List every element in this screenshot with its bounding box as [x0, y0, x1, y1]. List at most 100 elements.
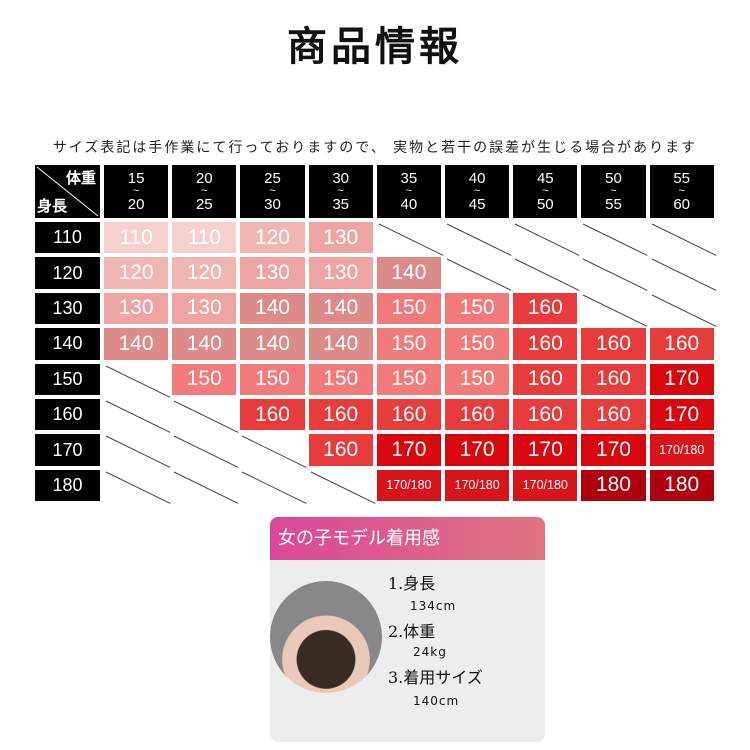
- size-value: 130: [323, 225, 359, 249]
- size-cell: 160: [513, 363, 578, 395]
- height-value: 130: [52, 297, 83, 318]
- model-size-label: 3.着用サイズ: [388, 668, 483, 687]
- height-row-header: 120: [35, 257, 100, 289]
- model-weight-label: 2.体重: [388, 622, 436, 641]
- size-cell: 150: [376, 328, 441, 360]
- size-value: 160: [459, 402, 495, 426]
- size-cell: 150: [445, 363, 510, 395]
- size-cell: 160: [308, 399, 373, 431]
- size-value: 170: [664, 367, 700, 391]
- size-cell: 150: [445, 292, 510, 325]
- size-value: 140: [254, 331, 290, 355]
- height-row-header: 140: [35, 328, 100, 360]
- weight-header: 30 ~35: [308, 165, 373, 218]
- height-label: 身長: [37, 198, 68, 215]
- size-value: 160: [323, 402, 359, 426]
- empty-cell: [104, 399, 171, 433]
- size-value: 140: [323, 296, 359, 320]
- weight-max: 25: [195, 196, 213, 213]
- size-value: 160: [323, 438, 359, 462]
- empty-cell: [650, 257, 717, 292]
- model-card-header: 女の子モデル着用感: [270, 517, 545, 560]
- empty-cell: [650, 293, 717, 327]
- size-value: 130: [323, 261, 359, 285]
- size-value: 160: [391, 402, 427, 426]
- size-value: 150: [186, 367, 222, 391]
- empty-cell: [650, 222, 717, 256]
- size-value: 180: [664, 473, 700, 497]
- size-value: 170/180: [454, 478, 500, 493]
- weight-header: 25 ~30: [240, 165, 305, 218]
- weight-max: 45: [468, 196, 486, 213]
- size-cell: 150: [376, 363, 441, 395]
- size-value: 160: [595, 331, 631, 355]
- size-cell: 120: [172, 257, 237, 289]
- size-cell: 140: [308, 292, 373, 325]
- size-cell: 140: [308, 328, 373, 360]
- height-row-header: 160: [35, 399, 100, 431]
- size-value: 130: [254, 261, 290, 285]
- size-value: 170: [664, 402, 700, 426]
- height-value: 150: [52, 368, 83, 389]
- size-cell: 130: [104, 292, 169, 325]
- empty-cell: [581, 222, 648, 256]
- size-value: 160: [595, 402, 631, 426]
- empty-cell: [581, 293, 648, 327]
- tilde: ~: [610, 185, 617, 197]
- size-cell: 130: [308, 257, 373, 289]
- tilde: ~: [201, 185, 208, 197]
- empty-cell: [172, 399, 239, 433]
- size-value: 110: [187, 225, 222, 249]
- size-cell: 140: [376, 257, 441, 289]
- tilde: ~: [269, 185, 276, 197]
- page-title: 商品情報: [287, 23, 463, 70]
- model-card: 女の子モデル着用感 1.身長 134cm 2.体重 24kg 3.着用サイズ 1…: [270, 517, 545, 742]
- model-photo: [270, 581, 382, 693]
- size-cell: 160: [581, 328, 646, 360]
- size-cell: 140: [240, 292, 305, 325]
- model-weight-value: 24kg: [413, 645, 447, 659]
- size-value: 150: [459, 367, 495, 391]
- size-cell: 110: [104, 222, 169, 254]
- model-size-value: 140cm: [413, 694, 460, 708]
- weight-min: 20: [195, 170, 213, 187]
- size-cell: 150: [240, 363, 305, 395]
- size-cell: 150: [172, 363, 237, 395]
- size-cell: 160: [513, 399, 578, 431]
- weight-header: 50 ~55: [581, 165, 646, 218]
- size-cell: 140: [240, 328, 305, 360]
- weight-min: 50: [605, 170, 622, 187]
- size-value: 170: [391, 438, 427, 462]
- tilde: ~: [473, 185, 481, 197]
- empty-cell: [445, 257, 512, 292]
- weight-header: 15 ~20: [104, 165, 169, 218]
- empty-cell: [309, 470, 376, 504]
- size-cell: 180: [649, 469, 714, 502]
- weight-min: 35: [400, 170, 418, 187]
- size-cell: 150: [308, 363, 373, 395]
- weight-max: 55: [605, 196, 622, 213]
- size-cell: 170: [376, 434, 441, 466]
- size-cell: 150: [376, 292, 441, 325]
- model-height-label: 1.身長: [388, 574, 436, 593]
- tilde: ~: [132, 185, 140, 197]
- weight-min: 45: [536, 170, 554, 187]
- size-cell: 110: [172, 222, 237, 254]
- weight-max: 20: [127, 196, 145, 213]
- tilde: ~: [678, 185, 685, 197]
- size-note: サイズ表記は手作業にて行っておりますので、 実物と若干の誤差が生じる場合がありま…: [52, 140, 698, 156]
- size-value: 160: [254, 402, 290, 426]
- size-value: 180: [595, 473, 631, 497]
- height-row-header: 110: [35, 222, 100, 254]
- weight-header: 20 ~25: [172, 165, 237, 218]
- size-cell: 180: [581, 469, 646, 502]
- tilde: ~: [542, 185, 549, 197]
- size-value: 120: [254, 225, 290, 249]
- empty-cell: [104, 434, 171, 469]
- size-cell: 170: [649, 399, 714, 431]
- size-value: 160: [527, 402, 563, 426]
- weight-max: 35: [332, 196, 350, 213]
- size-value: 160: [527, 367, 563, 391]
- size-cell: 120: [104, 257, 169, 289]
- empty-cell: [581, 257, 648, 292]
